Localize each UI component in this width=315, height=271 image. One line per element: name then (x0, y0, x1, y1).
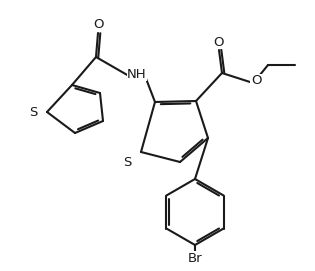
Text: S: S (30, 105, 38, 118)
Text: S: S (123, 156, 131, 169)
Text: O: O (251, 75, 261, 88)
Text: O: O (93, 18, 103, 31)
Text: O: O (213, 36, 223, 49)
Text: Br: Br (188, 251, 202, 264)
Text: NH: NH (127, 67, 147, 80)
